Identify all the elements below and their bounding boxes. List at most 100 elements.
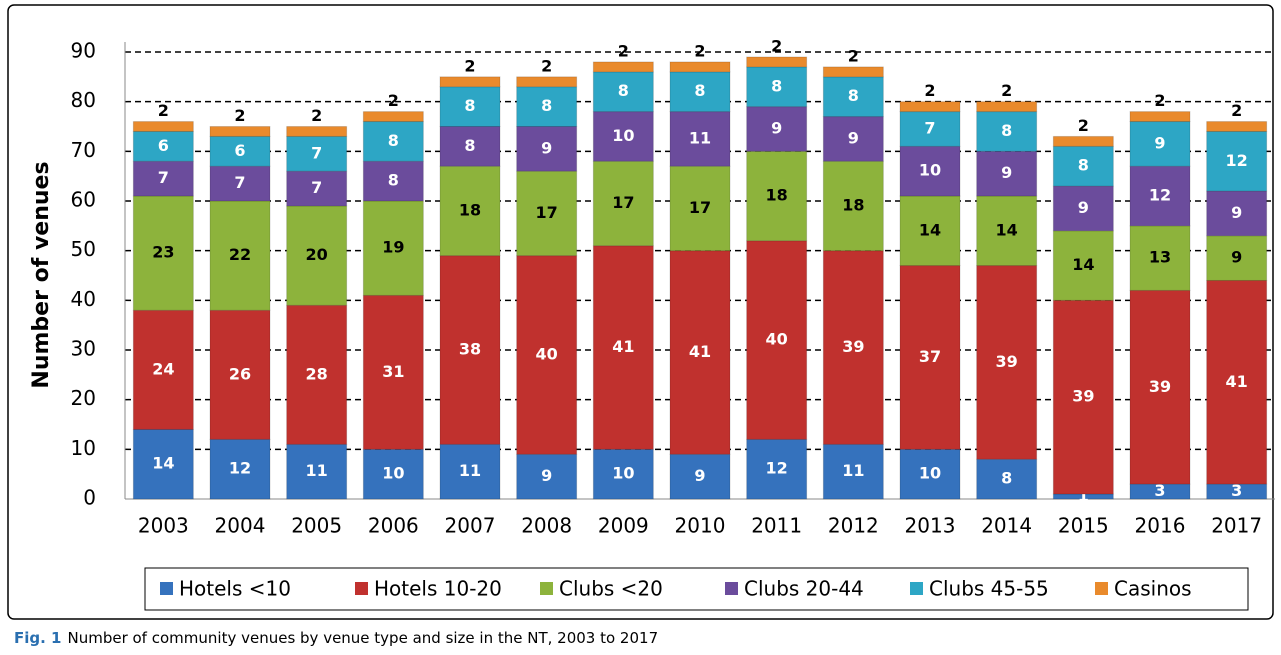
bar-segment	[286, 304, 348, 445]
data-label: 31	[382, 362, 404, 381]
bar-segment	[439, 165, 501, 257]
bar-segment	[899, 145, 961, 197]
data-label: 17	[689, 198, 711, 217]
legend-label: Casinos	[1114, 577, 1192, 601]
data-label: 1	[1078, 486, 1089, 505]
x-tick-label: 2012	[828, 514, 879, 538]
bar-segment	[1206, 121, 1268, 132]
data-label: 41	[1226, 372, 1248, 391]
caption-label: Fig. 1	[14, 629, 61, 647]
data-label: 10	[612, 126, 634, 145]
x-tick-label: 2004	[215, 514, 266, 538]
bar-segment	[516, 170, 578, 257]
data-label: 9	[541, 138, 552, 157]
bar-segment	[746, 106, 808, 152]
data-label: 9	[1154, 133, 1165, 152]
data-label: 8	[464, 136, 475, 155]
data-label: 2	[234, 106, 245, 125]
bar-segment	[1129, 111, 1191, 123]
data-label: 7	[311, 178, 322, 197]
bar-segment	[822, 66, 884, 78]
data-label: 17	[536, 203, 558, 222]
bar-segment	[286, 443, 348, 500]
y-tick-label: 50	[71, 237, 96, 261]
data-label: 39	[1149, 377, 1171, 396]
data-label: 8	[464, 96, 475, 115]
data-label: 2	[388, 91, 399, 110]
y-tick-label: 10	[71, 436, 96, 460]
bar-segment	[132, 130, 194, 162]
bar-segment	[669, 165, 731, 252]
x-tick-label: 2009	[598, 514, 649, 538]
data-label: 2	[311, 106, 322, 125]
legend-box	[144, 567, 1249, 611]
bar-segment	[746, 240, 808, 440]
bar-segment	[516, 255, 578, 455]
bar-segment	[1052, 230, 1114, 301]
bar-segment	[669, 111, 731, 167]
data-label: 7	[924, 118, 935, 137]
y-tick-label: 70	[71, 138, 96, 162]
data-label: 20	[306, 245, 328, 264]
bar-segment	[209, 135, 271, 167]
y-tick-label: 20	[71, 386, 96, 410]
bar-segment	[976, 195, 1038, 267]
data-label: 10	[919, 464, 941, 483]
bar-segment	[746, 56, 808, 68]
bar-segment	[132, 195, 194, 311]
bar-segment	[976, 265, 1038, 460]
bar-segment	[976, 150, 1038, 197]
bar-segment	[362, 121, 424, 162]
caption: Fig. 1 Number of community venues by venu…	[14, 629, 658, 647]
bar-segment	[362, 160, 424, 202]
data-label: 40	[536, 344, 558, 363]
bar-segment	[669, 61, 731, 73]
x-tick-label: 2010	[675, 514, 726, 538]
legend-label: Hotels <10	[179, 577, 291, 601]
bar-segment	[439, 126, 501, 167]
data-label: 9	[1231, 203, 1242, 222]
bar-segment	[822, 116, 884, 162]
bar-segment	[592, 448, 654, 500]
data-label: 9	[1078, 198, 1089, 217]
data-label: 12	[766, 459, 788, 478]
bar-segment	[209, 126, 271, 137]
data-label: 11	[306, 461, 328, 480]
data-label: 8	[1078, 156, 1089, 175]
y-axis-label: Number of venues	[29, 161, 54, 388]
bar-segment	[746, 150, 808, 242]
data-label: 2	[1231, 101, 1242, 120]
y-tick-label: 80	[71, 88, 96, 112]
data-label: 11	[842, 461, 864, 480]
data-label: 9	[694, 466, 705, 485]
data-label: 10	[612, 464, 634, 483]
data-label: 39	[1072, 387, 1094, 406]
data-label: 13	[1149, 248, 1171, 267]
legend-swatch	[725, 582, 738, 595]
bar-segment	[899, 265, 961, 450]
data-label: 26	[229, 364, 251, 383]
legend-label: Clubs <20	[559, 577, 663, 601]
x-tick-label: 2011	[751, 514, 802, 538]
data-label: 40	[766, 330, 788, 349]
data-label: 3	[1231, 481, 1242, 500]
data-label: 18	[459, 200, 481, 219]
data-label: 2	[848, 46, 859, 65]
x-tick-label: 2015	[1058, 514, 1109, 538]
data-label: 19	[382, 238, 404, 257]
bar-segment	[362, 200, 424, 296]
legend-label: Hotels 10-20	[374, 577, 502, 601]
bar-segment	[1129, 483, 1191, 500]
data-label: 10	[382, 464, 404, 483]
bar-segment	[822, 443, 884, 500]
legend-label: Clubs 20-44	[744, 577, 864, 601]
data-label: 41	[689, 342, 711, 361]
x-tick-label: 2013	[905, 514, 956, 538]
data-label: 2	[694, 41, 705, 60]
data-label: 2	[541, 56, 552, 75]
data-label: 2	[1078, 116, 1089, 135]
x-tick-label: 2017	[1211, 514, 1262, 538]
data-label: 38	[459, 340, 481, 359]
bar-segment	[1206, 190, 1268, 237]
bar-segment	[209, 200, 271, 311]
